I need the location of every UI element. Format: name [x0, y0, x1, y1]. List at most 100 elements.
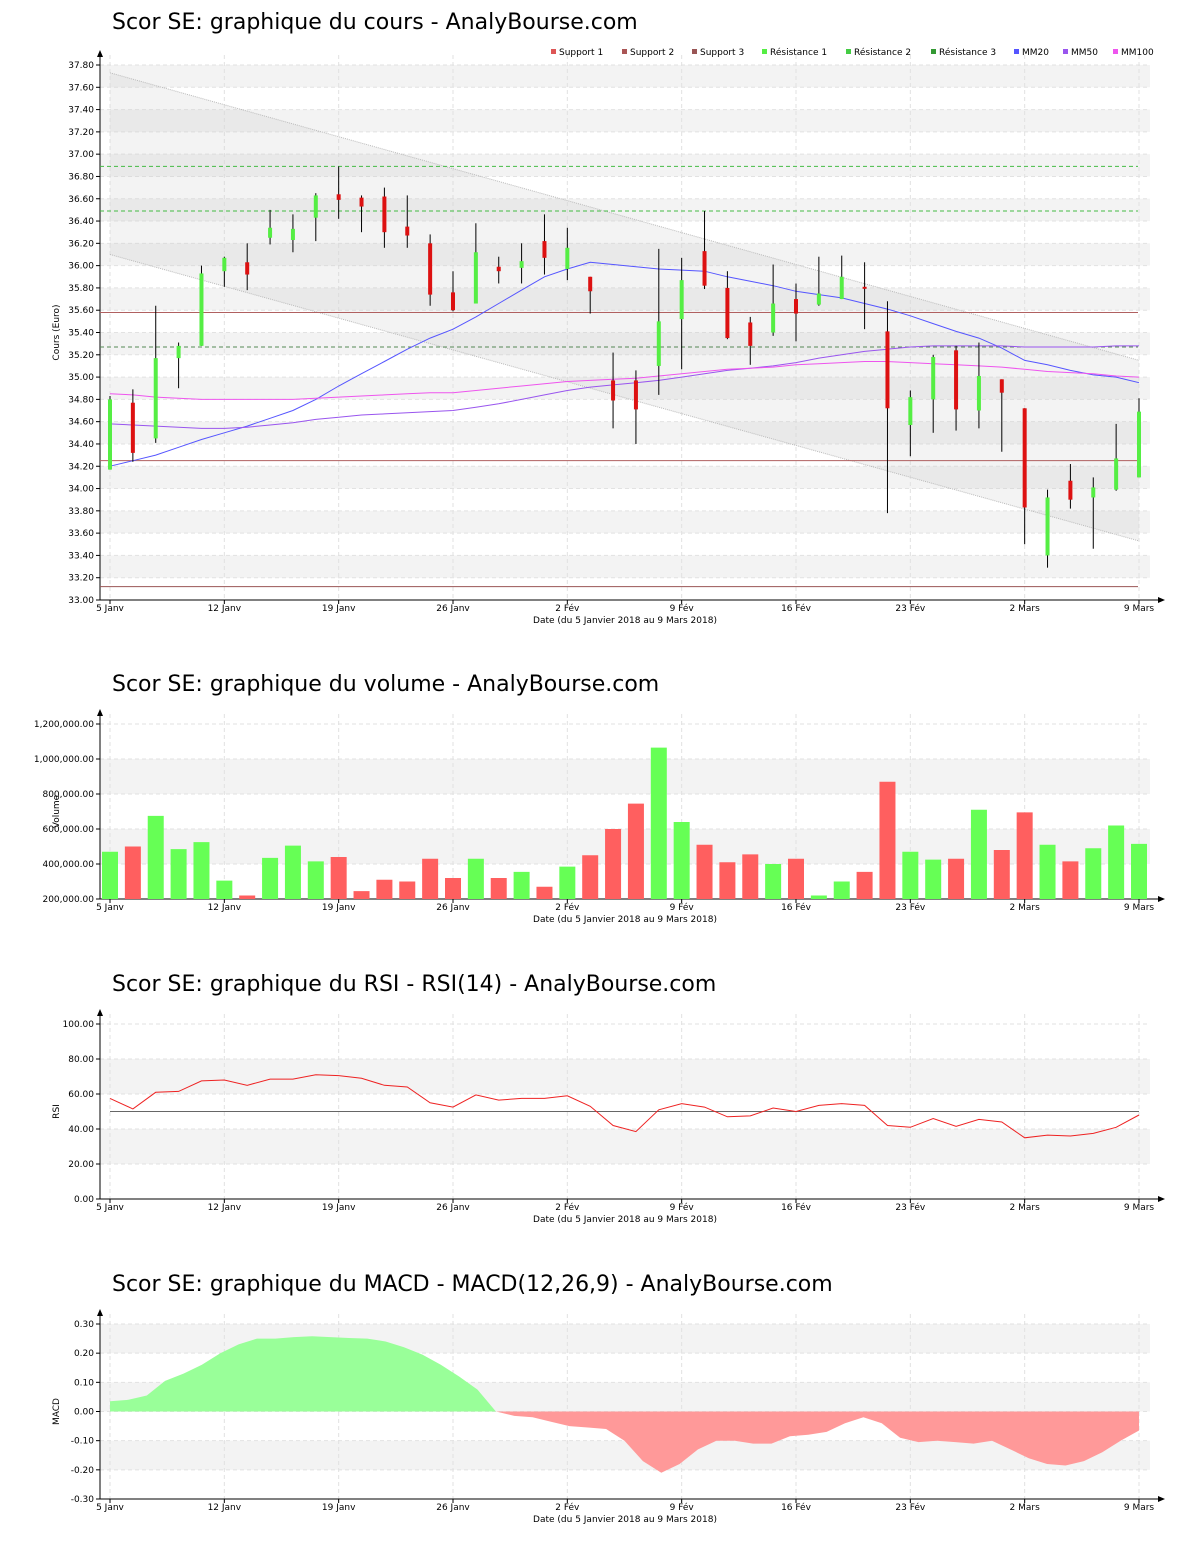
volume-xtick-label: 23 Fév	[895, 902, 926, 913]
volume-bar-down	[490, 878, 507, 899]
legend-label: Résistance 1	[770, 47, 827, 58]
candle-up	[816, 293, 821, 305]
candle-up	[1091, 487, 1096, 498]
legend-label: Support 2	[630, 48, 674, 58]
price-ytick-label: 33.60	[68, 529, 94, 539]
candle-down	[885, 331, 890, 409]
price-xtick-label: 26 Janv	[436, 604, 470, 614]
price-xtick-label: 16 Fév	[781, 603, 812, 614]
volume-bar-up	[970, 809, 987, 899]
volume-bar-up	[1108, 825, 1125, 899]
volume-xtick-label: 2 Mars	[1010, 903, 1041, 913]
price-band	[100, 510, 1150, 534]
rsi-xtick-label: 5 Janv	[96, 1203, 124, 1213]
volume-bar-up	[650, 747, 667, 899]
candle-down	[954, 350, 959, 410]
macd-ytick-label: 0.00	[74, 1408, 94, 1418]
rsi-xtick-label: 19 Janv	[322, 1203, 356, 1213]
volume-bar-down	[330, 857, 347, 899]
legend-swatch	[1063, 49, 1068, 54]
volume-bar-down	[742, 854, 759, 899]
volume-bar-down	[353, 891, 370, 899]
candle-down	[428, 243, 433, 295]
series-mm100	[109, 361, 1140, 400]
rsi-xtick-label: 12 Janv	[208, 1203, 242, 1213]
macd-ytick-label: -0.20	[71, 1466, 95, 1476]
price-ytick-label: 35.40	[68, 329, 94, 339]
volume-bar-up	[559, 866, 576, 899]
volume-ytick-label: 200,000.00	[42, 895, 94, 905]
volume-bar-down	[993, 850, 1010, 899]
price-xtick-label: 2 Fév	[555, 603, 580, 614]
rsi-ytick-label: 60.00	[68, 1090, 94, 1100]
legend-swatch	[622, 49, 627, 54]
legend-label: Résistance 2	[854, 47, 911, 58]
volume-bar-down	[696, 844, 713, 899]
candle-down	[588, 276, 593, 292]
price-xtick-label: 9 Mars	[1124, 604, 1155, 614]
rsi-yaxis-title: RSI	[52, 1104, 62, 1119]
price-xtick-label: 5 Janv	[96, 604, 124, 614]
price-ytick-label: 37.00	[68, 150, 94, 160]
volume-bar-down	[879, 781, 896, 899]
candle-down	[451, 292, 455, 311]
price-ytick-label: 33.00	[68, 596, 94, 606]
volume-bar-up	[1039, 844, 1056, 899]
candle-up	[199, 273, 204, 346]
price-ytick-label: 37.20	[68, 128, 94, 138]
macd-xtick-label: 23 Fév	[895, 1502, 926, 1513]
legend-label: Support 3	[700, 48, 744, 58]
price-band	[100, 154, 1150, 177]
volume-bar-up	[467, 858, 484, 899]
volume-bar-down	[399, 881, 416, 899]
macd-ytick-label: 0.30	[74, 1320, 94, 1330]
candle-up	[771, 303, 776, 333]
candle-up	[656, 321, 661, 366]
rsi-chart: 0.00 20.00 40.00 60.00 80.00 100.00 5 Janv 12 J…	[52, 1009, 1165, 1225]
candle-down	[702, 251, 707, 286]
volume-bar-up	[262, 857, 279, 899]
volume-bar-up	[216, 880, 233, 899]
volume-xtick-label: 2 Fév	[555, 902, 580, 913]
macd-ytick-label: 0.10	[74, 1378, 94, 1388]
macd-chart-title: Scor SE: graphique du MACD - MACD(12,26,…	[112, 1272, 833, 1297]
trend-channel-area	[110, 72, 1139, 541]
price-ytick-label: 37.80	[68, 61, 94, 71]
rsi-xaxis-title: Date (du 5 Janvier 2018 au 9 Mars 2018)	[533, 1215, 717, 1225]
rsi-band	[100, 1129, 1150, 1164]
candle-down	[336, 194, 341, 200]
legend-label: Résistance 3	[939, 47, 996, 58]
volume-bar-up	[1085, 848, 1102, 899]
volume-xtick-label: 5 Janv	[96, 903, 124, 913]
volume-bar-up	[102, 851, 118, 899]
price-band	[100, 243, 1150, 266]
price-ytick-label: 34.00	[68, 485, 94, 495]
candle-up	[565, 247, 570, 269]
price-xtick-label: 12 Janv	[208, 604, 242, 614]
series-mm20	[109, 261, 1140, 467]
price-ytick-label: 36.40	[68, 217, 94, 227]
rsi-ytick-label: 0.00	[74, 1195, 94, 1205]
macd-xtick-label: 2 Mars	[1010, 1503, 1041, 1513]
legend-label: MM20	[1022, 48, 1049, 58]
volume-ytick-label: 800,000.00	[42, 790, 94, 800]
macd-ytick-label: -0.30	[71, 1495, 95, 1505]
price-xtick-label: 9 Fév	[670, 603, 695, 614]
price-ytick-label: 34.80	[68, 395, 94, 405]
legend-label: MM50	[1071, 48, 1098, 58]
volume-bar-up	[833, 881, 850, 899]
candle-down	[725, 287, 730, 339]
candle-up	[473, 252, 478, 304]
price-yaxis-title: Cours (Euro)	[52, 304, 62, 360]
macd-xtick-label: 9 Fév	[670, 1502, 695, 1513]
volume-bar-down	[605, 829, 622, 899]
candle-down	[611, 380, 616, 401]
price-ytick-label: 36.20	[68, 239, 94, 249]
rsi-panel: Scor SE: graphique du RSI - RSI(14) - An…	[0, 965, 1200, 1245]
candle-up	[108, 399, 112, 470]
volume-panel: Scor SE: graphique du volume - AnalyBour…	[0, 665, 1200, 945]
volume-bar-down	[124, 846, 141, 899]
price-ytick-label: 35.00	[68, 373, 94, 383]
price-ytick-label: 33.40	[68, 551, 94, 561]
rsi-xtick-label: 26 Janv	[436, 1203, 470, 1213]
